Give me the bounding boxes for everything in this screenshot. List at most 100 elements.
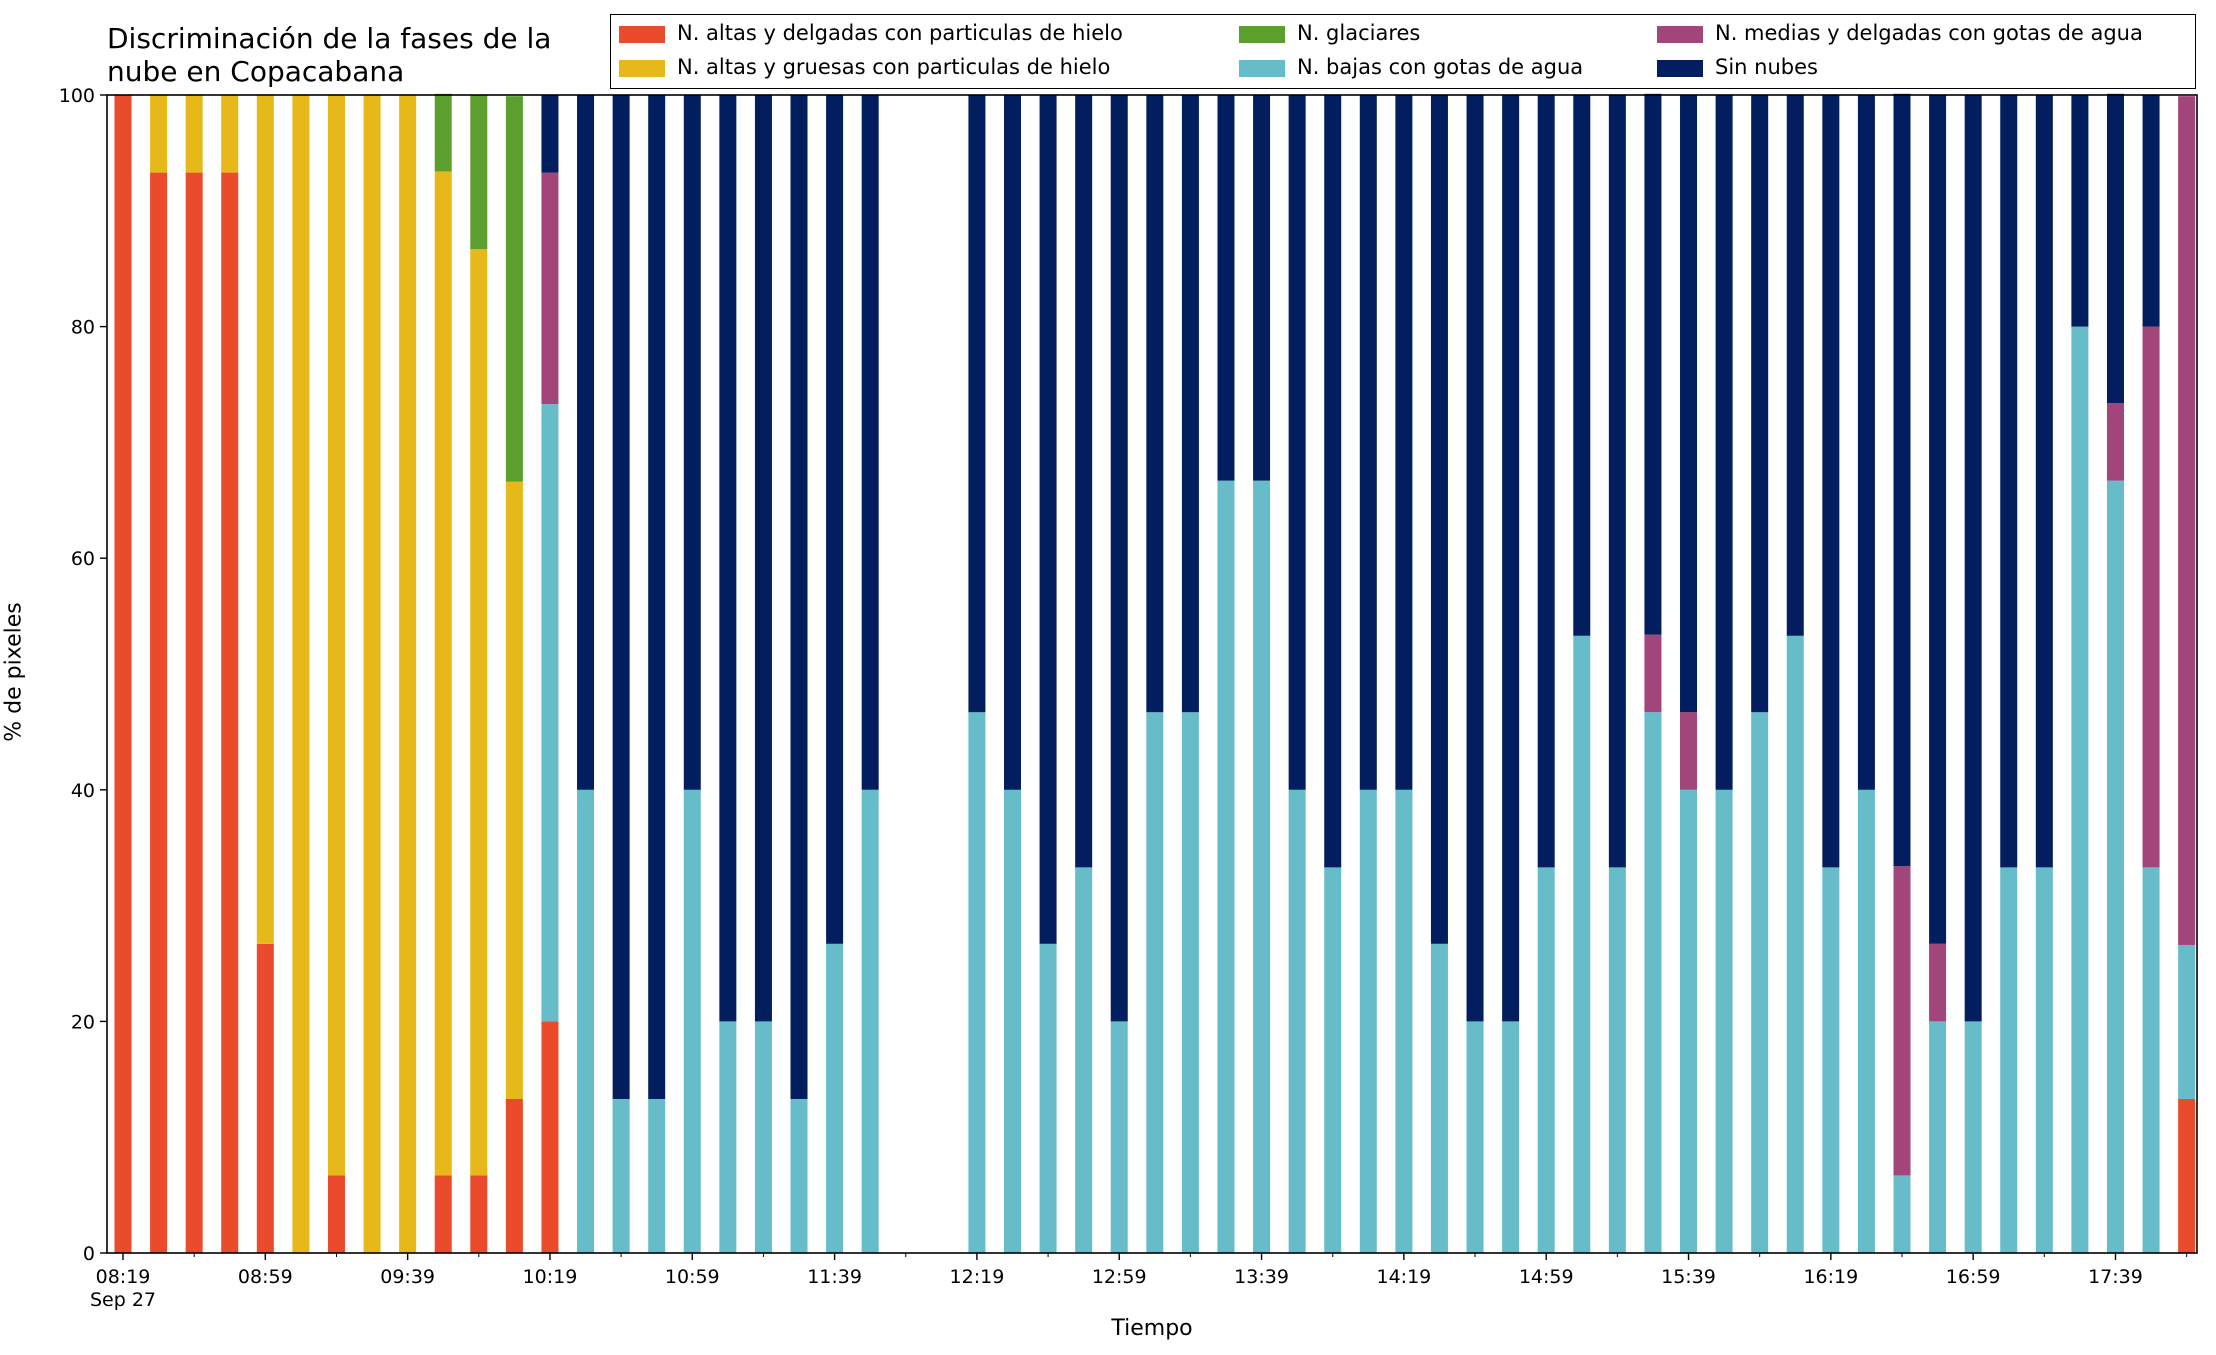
bar-segment [1004,95,1021,790]
legend-item: N. altas y delgadas con particulas de hi… [619,21,1123,45]
bar-segment [2178,944,2196,1099]
bar-segment [1893,866,1911,1176]
legend-swatch [1657,59,1703,77]
y-tick-label: 40 [71,780,95,802]
legend-label: N. altas y gruesas con particulas de hie… [677,55,1111,79]
bar-segment [1324,95,1342,868]
x-tick-label: 10:59 [665,1266,720,1288]
x-tick-label: 14:19 [1376,1266,1431,1288]
bar-segment [1537,867,1555,1253]
bar-segment [612,1098,630,1253]
bar-segment [1680,712,1698,790]
bar-segment [541,95,559,173]
legend-swatch [619,25,665,43]
bar-segment [1608,867,1626,1253]
bar-segment [612,95,630,1099]
x-tick-label: 08:59 [238,1266,293,1288]
bar-segment [1822,867,1840,1253]
bar-segment [1822,95,1840,868]
bar-segment [327,95,345,1176]
bar-segment [1644,712,1662,1253]
bar-segment [1964,1021,1982,1253]
chart-title: Discriminación de la fases de la nube en… [107,22,552,88]
x-axis: 08:19 08:59 09:39 10:19 10:59 11:39 12:19 12:59… [90,1253,2188,1311]
bar-segment [1146,95,1164,713]
bar-segment [1075,867,1093,1253]
legend-label: N. altas y delgadas con particulas de hi… [677,21,1123,45]
bar-segment [434,93,452,172]
bar-segment [968,95,986,713]
bar-segment [185,95,203,173]
bar-segment [1039,95,1057,944]
bar-segment [292,95,310,1253]
bar-segment [1253,480,1271,1253]
bar-segment [1680,789,1698,1253]
bar-segment [1502,95,1520,1022]
bar-segment [470,249,488,1176]
x-tick-label: 15:39 [1661,1266,1716,1288]
bar-segment [1146,712,1164,1253]
bar-segment [434,171,452,1176]
bar-segment [505,96,523,482]
legend-label: N. medias y delgadas con gotas de agua [1715,21,2143,45]
x-tick-label: 12:19 [950,1266,1005,1288]
x-tick-label: 12:59 [1092,1266,1147,1288]
bar-segment [1573,95,1591,636]
bar-segment [790,95,808,1099]
bar-segment [1680,95,1698,713]
y-tick-label: 0 [83,1243,95,1265]
bar-segment [2178,1098,2196,1253]
bar-segment [577,789,595,1253]
bar-segment [505,481,523,1099]
bar-segment [327,1175,345,1253]
legend-label: N. glaciares [1297,21,1421,45]
bar-segment [2142,867,2160,1253]
bar-segment [2035,867,2053,1253]
y-tick-label: 100 [59,85,95,107]
bar-segment [2035,95,2053,868]
bar-segment [541,172,559,405]
legend-swatch [1239,59,1285,77]
bar-segment [363,95,381,1253]
bar-segment [1893,1175,1911,1253]
y-axis-label: % de pixeles [1,602,27,742]
bar-segment [577,95,595,790]
bar-segment [2071,326,2089,1254]
bar-segment [1751,712,1769,1253]
x-tick-label: 17:39 [2088,1266,2143,1288]
bar-segment [683,95,701,790]
bar-segment [1857,95,1875,790]
plot-frame [106,94,2198,1254]
legend-item: N. glaciares [1239,21,1420,45]
x-tick-label: 16:59 [1946,1266,2001,1288]
bar-segment [541,1021,559,1253]
bar-segment [1217,480,1235,1253]
bar-segment [1395,95,1413,790]
x-tick-label: 09:39 [380,1266,435,1288]
x-date-label: Sep 27 [90,1289,156,1311]
bar-segment [1929,1021,1947,1253]
bar-segment [683,789,701,1253]
bar-segment [1537,95,1555,868]
bar-segment [648,95,666,1099]
bar-segment [434,1175,452,1253]
x-tick-label: 11:39 [807,1266,862,1288]
bar-segment [2106,93,2124,404]
bar-segment [2142,95,2160,327]
legend-swatch [1239,25,1285,43]
bar-segment [1893,93,1911,867]
bar-segment [1181,712,1199,1253]
bar-segment [826,95,844,944]
bar-segment [221,95,239,173]
bar-segment [719,1021,737,1253]
x-tick-label: 14:59 [1519,1266,1574,1288]
bar-segment [1075,95,1093,868]
bar-segment [256,95,274,944]
bar-segment [2142,326,2160,868]
bar-segment [505,1098,523,1253]
y-tick-label: 80 [71,317,95,339]
bar-segment [1217,95,1235,481]
x-tick-label: 10:19 [523,1266,578,1288]
bar-segment [1715,789,1733,1253]
bar-segment [648,1098,666,1253]
